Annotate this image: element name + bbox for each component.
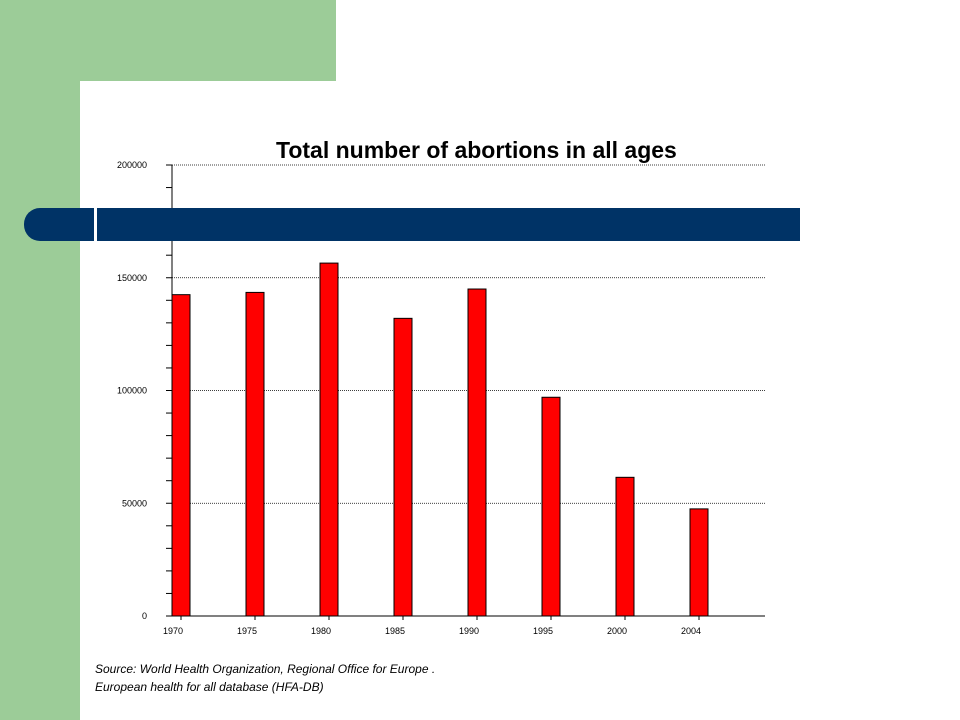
y-tick-label: 50000	[122, 498, 147, 508]
bar-1995	[541, 396, 561, 617]
source-line-2: European health for all database (HFA-DB…	[95, 680, 324, 694]
bar-2004	[689, 508, 709, 617]
x-tick-label: 1985	[385, 626, 405, 636]
x-tick-label: 2000	[607, 626, 627, 636]
source-note: Source: World Health Organization, Regio…	[95, 660, 435, 696]
y-tick-label: 150000	[117, 273, 147, 283]
x-tick-label: 1995	[533, 626, 553, 636]
chart-title: Total number of abortions in all ages	[276, 137, 677, 163]
decorative-green-sidebar	[0, 0, 80, 720]
bar-1980	[319, 262, 339, 617]
y-tick-label: 0	[142, 611, 147, 621]
bar-1975	[245, 291, 265, 617]
bar-2000	[615, 476, 635, 617]
x-tick-label: 1975	[237, 626, 257, 636]
y-tick-label: 200000	[117, 160, 147, 170]
source-line-1: Source: World Health Organization, Regio…	[95, 662, 436, 676]
bar-1990	[467, 288, 487, 617]
y-tick-label: 100000	[117, 386, 147, 396]
bar-1985	[393, 317, 413, 617]
x-tick-label: 1970	[163, 626, 183, 636]
x-tick-label: 1980	[311, 626, 331, 636]
x-tick-label: 1990	[459, 626, 479, 636]
decorative-navy-bar-cap	[24, 208, 94, 241]
decorative-rounded-corner	[80, 81, 200, 201]
decorative-navy-bar	[97, 208, 800, 241]
x-tick-label: 2004	[681, 626, 701, 636]
bar-1970	[171, 294, 191, 617]
